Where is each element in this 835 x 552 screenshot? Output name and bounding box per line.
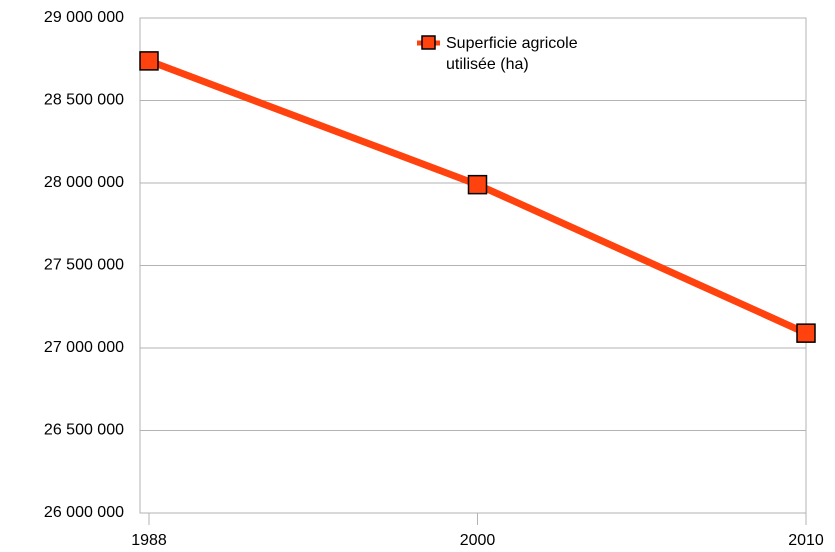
y-tick-label: 26 500 000: [44, 422, 124, 439]
y-tick-label: 27 000 000: [44, 339, 124, 356]
y-tick-label: 29 000 000: [44, 9, 124, 26]
data-point: [467, 174, 488, 195]
y-tick-label: 27 500 000: [44, 257, 124, 274]
x-tick-label: 1988: [131, 532, 167, 549]
data-point: [139, 51, 159, 71]
legend-marker: [421, 35, 436, 50]
y-tick-label: 28 000 000: [44, 174, 124, 191]
y-tick-label: 28 500 000: [44, 92, 124, 109]
series-line: [147, 57, 808, 337]
x-tick-label: 2000: [460, 532, 496, 549]
legend-label: Superficie agricole utilisée (ha): [446, 35, 578, 73]
x-tick-label: 2010: [788, 532, 824, 549]
data-point: [796, 323, 816, 343]
y-tick-label: 26 000 000: [44, 504, 124, 521]
